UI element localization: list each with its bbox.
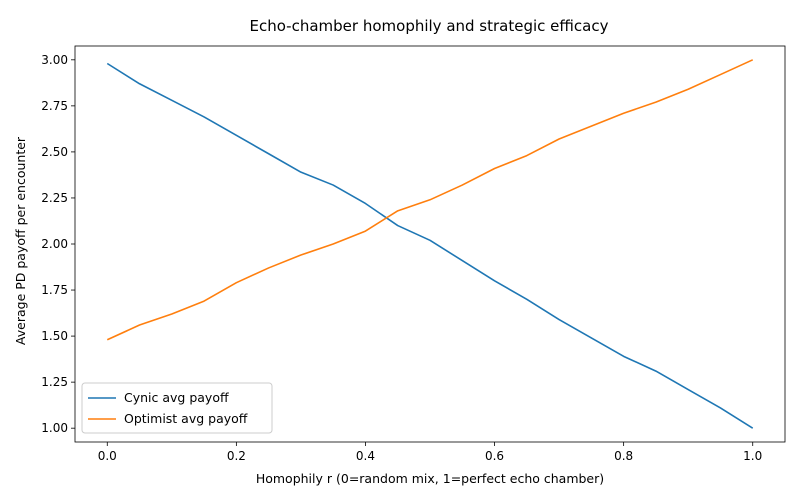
legend: Cynic avg payoff Optimist avg payoff [81, 382, 273, 434]
y-tick-label: 3.00 [41, 53, 68, 67]
y-tick-label: 2.50 [41, 145, 68, 159]
x-tick-label: 0.8 [614, 449, 633, 463]
x-tick-label: 0.0 [98, 449, 117, 463]
y-axis-label: Average PD payoff per encounter [13, 136, 28, 345]
y-axis: 1.00 1.25 1.50 1.75 2.00 2.25 2.50 2.75 3.00 [41, 53, 75, 435]
x-axis: 0.0 0.2 0.4 0.6 0.8 1.0 [98, 442, 762, 463]
y-tick-label: 1.25 [41, 375, 68, 389]
y-tick-label: 2.75 [41, 99, 68, 113]
y-tick-label: 1.50 [41, 329, 68, 343]
legend-box [81, 382, 273, 434]
series-line-cynic [106, 62, 754, 429]
chart-title: Echo-chamber homophily and strategic eff… [250, 17, 609, 35]
x-tick-label: 1.0 [743, 449, 762, 463]
x-tick-label: 0.4 [356, 449, 375, 463]
x-tick-label: 0.6 [485, 449, 504, 463]
series-layer [106, 59, 754, 429]
legend-label-cynic: Cynic avg payoff [124, 390, 229, 405]
x-axis-label: Homophily r (0=random mix, 1=perfect ech… [256, 471, 604, 486]
x-tick-label: 0.2 [227, 449, 246, 463]
y-tick-label: 2.25 [41, 191, 68, 205]
y-tick-label: 2.00 [41, 237, 68, 251]
y-tick-label: 1.00 [41, 421, 68, 435]
legend-label-optimist: Optimist avg payoff [124, 411, 248, 426]
y-tick-label: 1.75 [41, 283, 68, 297]
series-line-optimist [106, 59, 754, 341]
